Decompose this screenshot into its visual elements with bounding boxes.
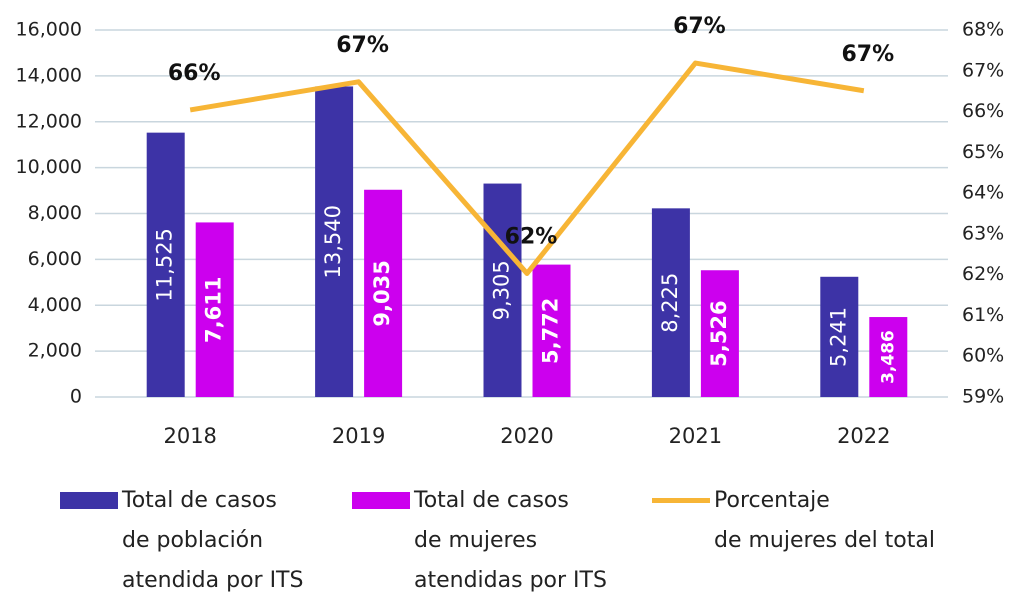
bar-value-label: 7,611 (202, 276, 226, 342)
bar-value-label: 9,305 (490, 260, 514, 320)
legend-label: Total de casos de mujeres atendidas por … (414, 488, 607, 593)
x-tick-label: 2020 (500, 424, 553, 448)
legend-label: Total de casos de población atendida por… (122, 488, 304, 593)
bar (700, 270, 739, 397)
y-tick-label: 2,000 (28, 340, 82, 362)
x-tick-label: 2021 (669, 424, 722, 448)
bar (820, 276, 859, 397)
bar (483, 183, 522, 397)
bar-value-label: 13,540 (321, 205, 345, 278)
y2-tick-label: 68% (962, 19, 1004, 41)
bar-value-label: 5,526 (707, 300, 731, 366)
y2-tick-label: 63% (962, 222, 1004, 244)
bar (869, 317, 908, 397)
y2-tick-label: 60% (962, 345, 1004, 367)
bar (146, 132, 185, 397)
line-value-label: 67% (841, 42, 894, 67)
bar-value-label: 9,035 (370, 260, 394, 326)
y2-tick-label: 64% (962, 182, 1004, 204)
line-value-label: 67% (336, 33, 389, 58)
legend-swatch (60, 492, 118, 509)
bar-value-label: 3,486 (878, 330, 898, 384)
y2-tick-label: 62% (962, 263, 1004, 285)
line-value-label: 67% (673, 14, 726, 39)
bar-value-label: 5,772 (539, 298, 563, 364)
y2-tick-label: 67% (962, 59, 1004, 81)
y2-tick-label: 59% (962, 386, 1004, 408)
bar-value-label: 8,225 (658, 273, 682, 333)
y-tick-label: 8,000 (28, 202, 82, 224)
chart: 0 2,000 4,000 6,000 8,000 10,000 12,000 14,000 1… (16, 14, 1005, 448)
y2-tick-label: 66% (962, 100, 1004, 122)
bar-value-label: 11,525 (153, 228, 177, 301)
y-tick-label: 12,000 (16, 110, 82, 132)
y-tick-label: 6,000 (28, 248, 82, 270)
line (189, 60, 865, 276)
y2-tick-label: 65% (962, 141, 1004, 163)
line-value-label: 62% (505, 224, 558, 249)
legend-label: Porcentaje de mujeres del total (714, 488, 935, 553)
x-tick-label: 2018 (163, 424, 216, 448)
y-tick-label: 0 (70, 386, 82, 408)
bar (651, 208, 690, 397)
bar (532, 264, 571, 397)
y-tick-label: 16,000 (16, 19, 82, 41)
x-tick-label: 2019 (332, 424, 385, 448)
bar (364, 189, 403, 397)
legend-swatch (352, 492, 410, 509)
bar-value-label: 5,241 (826, 307, 850, 367)
y2-tick-label: 61% (962, 304, 1004, 326)
bar (195, 222, 234, 397)
line-value-label: 66% (168, 61, 221, 86)
y-tick-label: 10,000 (16, 156, 82, 178)
y-tick-label: 4,000 (28, 294, 82, 316)
y-tick-label: 14,000 (16, 64, 82, 86)
bar (315, 86, 354, 398)
x-tick-label: 2022 (837, 424, 890, 448)
legend-swatch (652, 498, 710, 503)
